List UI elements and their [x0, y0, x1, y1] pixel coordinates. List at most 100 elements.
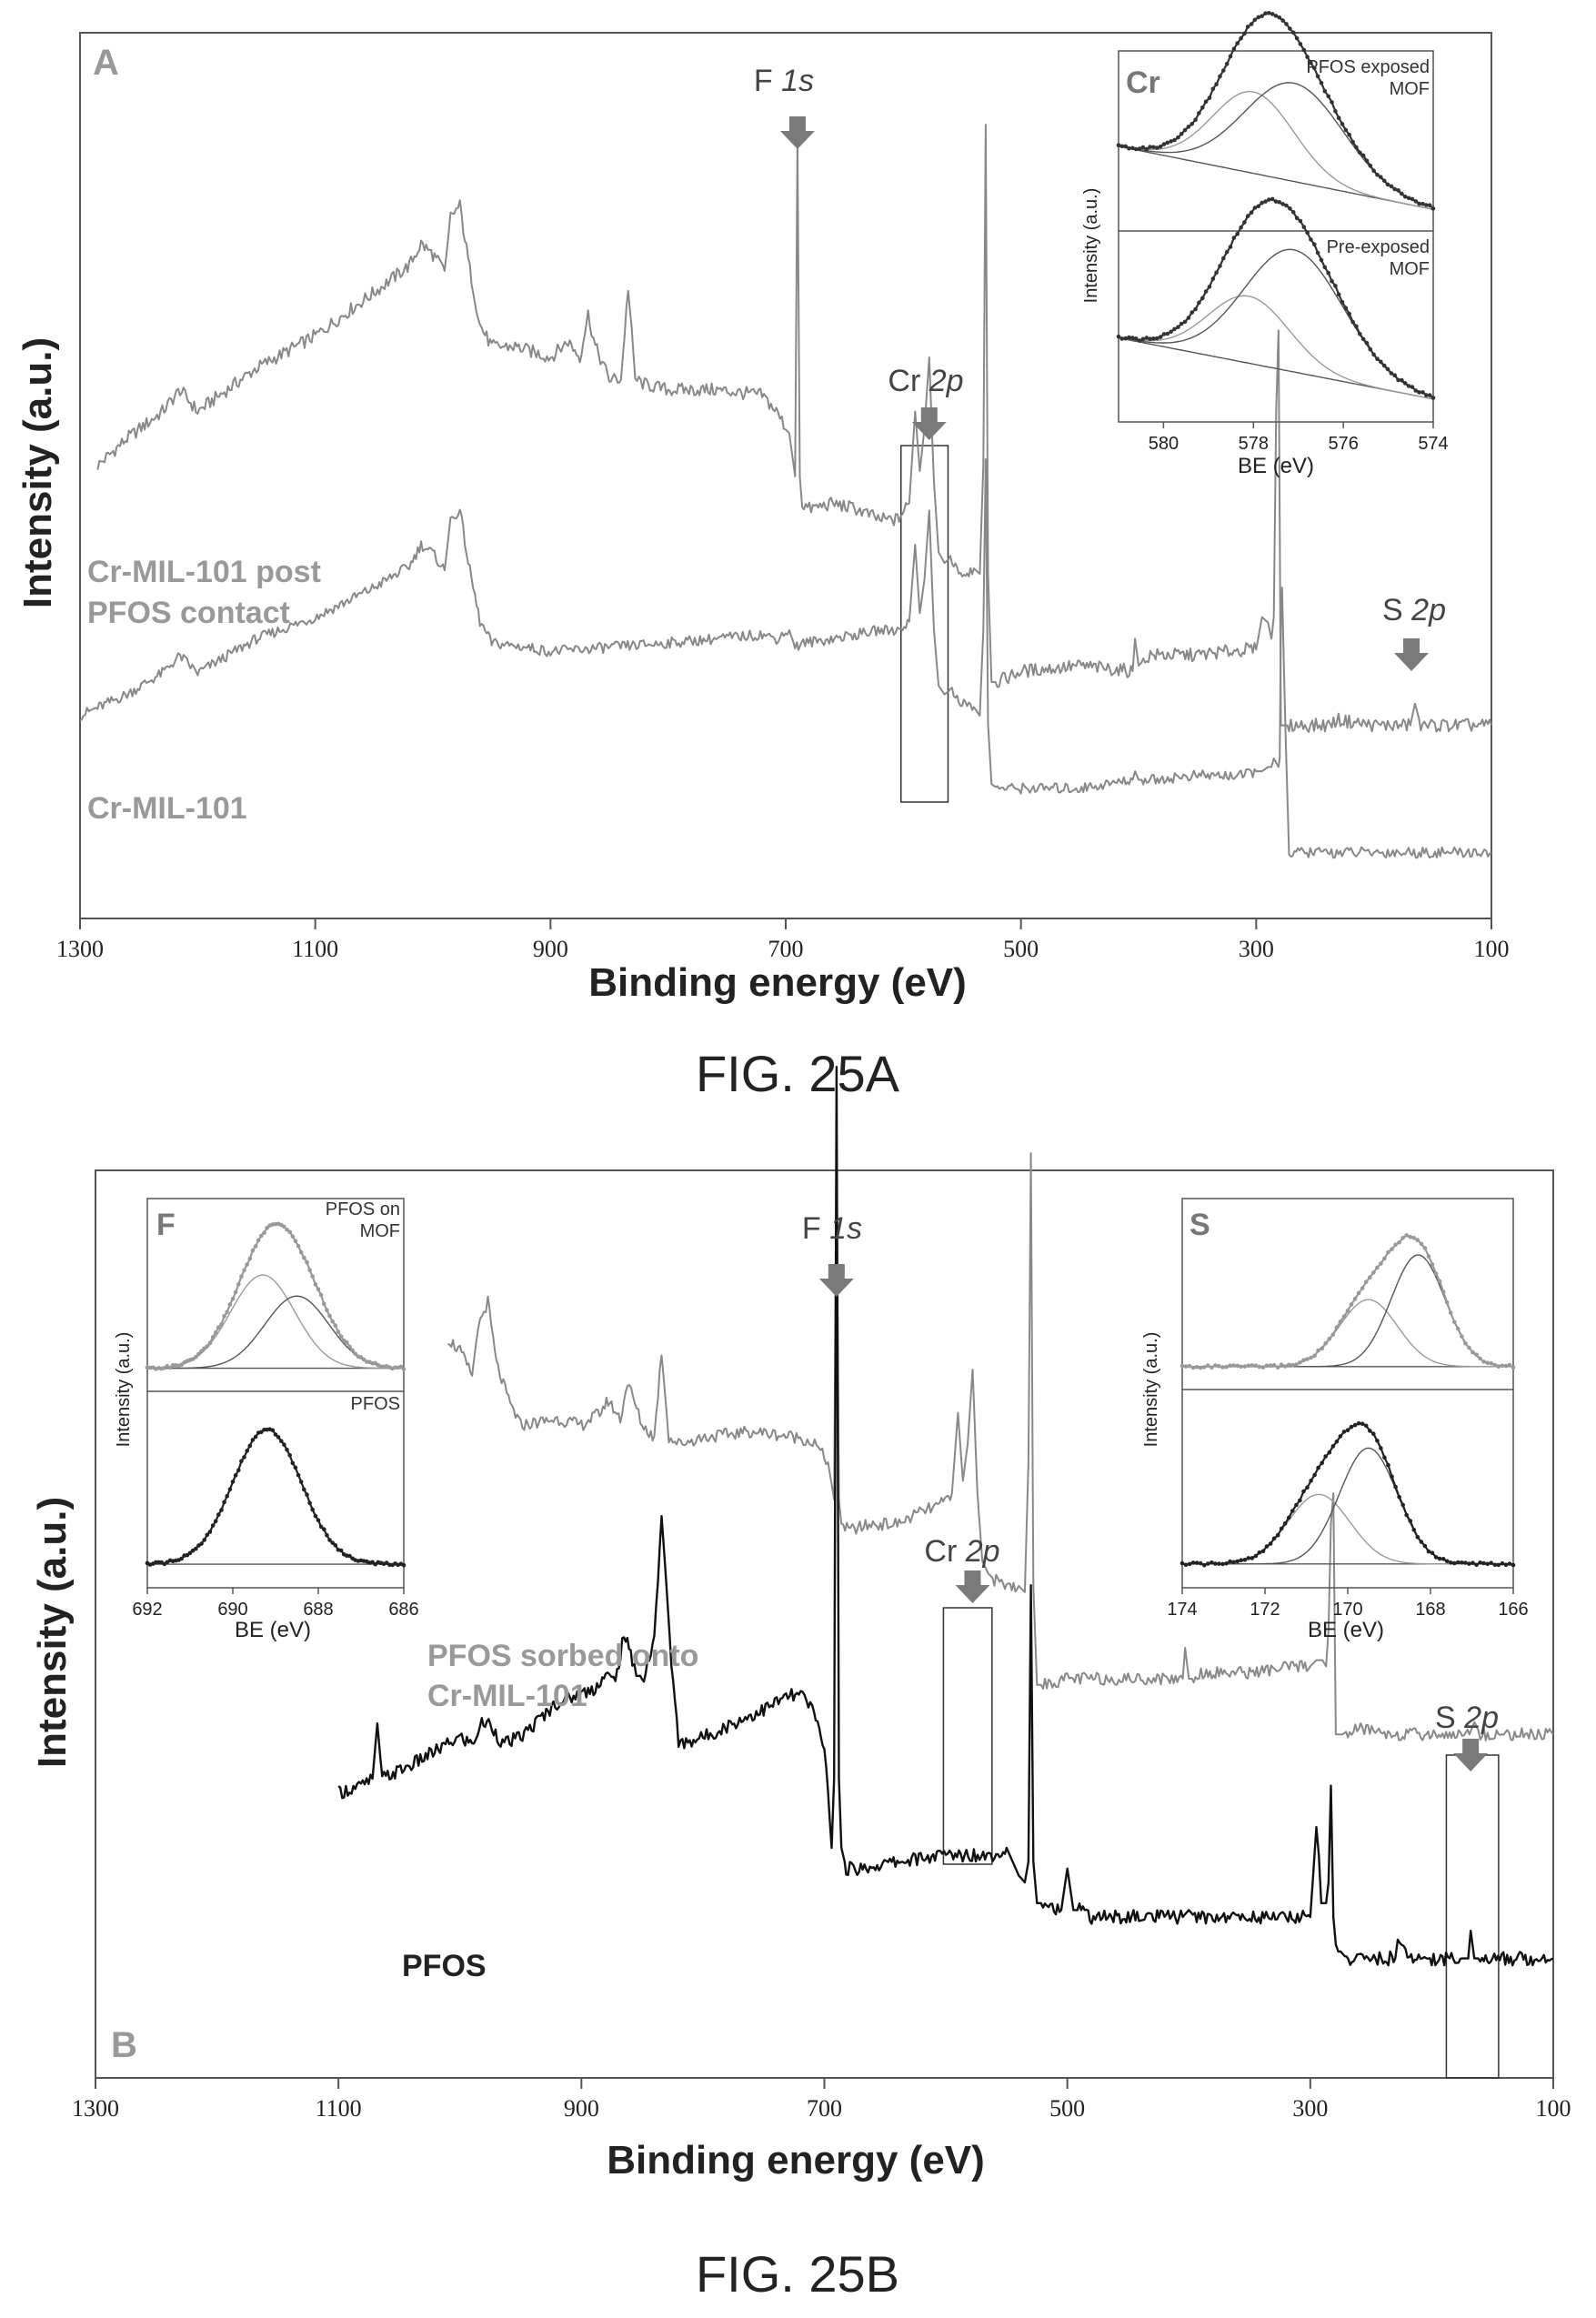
inset-x-tick-label-168: 168: [1415, 1600, 1445, 1620]
x-tick-label-700: 700: [768, 936, 804, 962]
f-inset-top-label-line1: PFOS on: [326, 1199, 400, 1219]
x-tick-label-1300: 1300: [72, 2095, 119, 2122]
s2p-arrow: [1453, 1739, 1489, 1771]
inset-envelope-0: [146, 1222, 405, 1370]
panel-b-x-ticks: 1300 1100 900 700 500 300 100: [72, 2078, 1571, 2122]
panel-b-f-inset: 692 690 688 686 F PFOS on MOF PFOS BE (eV) …: [114, 1198, 419, 1642]
panel-a-series: [79, 124, 1492, 859]
x-tick-label-100: 100: [1536, 2095, 1571, 2122]
x-tick-label-500: 500: [1003, 936, 1039, 962]
inset-envelope-0: [1118, 12, 1434, 210]
caption-fig-25b: FIG. 25B: [696, 2245, 899, 2303]
cr-inset-tag: Cr: [1126, 65, 1160, 100]
s-inset-y-axis-label: Intensity (a.u.): [1141, 1332, 1161, 1448]
panel-b-peak-label-s2p: S 2p: [1435, 1701, 1499, 1735]
x-tick-label-1300: 1300: [56, 936, 104, 962]
s-inset-tag: S: [1189, 1208, 1210, 1242]
inset-component-1-0: [1118, 295, 1434, 400]
f1s-arrow: [818, 1264, 854, 1297]
panel-a-y-axis-label: Intensity (a.u.): [15, 337, 60, 608]
cr-inset-top-label-line1: PFOS exposed: [1306, 57, 1430, 77]
inset-component-1-1: [1118, 248, 1434, 397]
cr-2p-region-box: [899, 445, 949, 803]
panel-b-x-axis-label: Binding energy (eV): [607, 2138, 985, 2183]
inset-x-tick-label-170: 170: [1332, 1600, 1362, 1620]
panel-a-series-label-post-line1: Cr-MIL-101 post: [87, 555, 321, 589]
cr-inset-plots: [1116, 11, 1436, 400]
panel-b-series-label-pfos: PFOS: [402, 1949, 487, 1983]
f-inset-frame: [146, 1198, 405, 1589]
inset-x-tick-label-576: 576: [1328, 434, 1358, 454]
panel-a-series-label-post-line2: PFOS contact: [87, 596, 290, 630]
series-line-pfos-sorbed-onto-cr-mil-101: [447, 1121, 1554, 1741]
inset-x-tick-label-688: 688: [303, 1600, 333, 1620]
cr-inset-bottom-label-line2: MOF: [1390, 259, 1430, 279]
inset-x-tick-label-172: 172: [1250, 1600, 1280, 1620]
x-tick-label-1100: 1100: [292, 936, 338, 962]
panel-b-y-axis-label: Intensity (a.u.): [30, 1497, 75, 1768]
f-inset-y-axis-label: Intensity (a.u.): [114, 1332, 134, 1448]
inset-component-1-0: [1182, 1493, 1513, 1565]
inset-x-tick-label-174: 174: [1167, 1600, 1197, 1620]
cr-inset-frame: [1118, 50, 1434, 423]
panel-b-series: [337, 1066, 1554, 1967]
panel-a-region-boxes: [899, 445, 949, 803]
panel-b-peak-label-cr2p: Cr 2p: [924, 1534, 999, 1569]
f-inset-top-label-line2: MOF: [360, 1221, 400, 1241]
inset-component-0-1: [147, 1295, 405, 1370]
inset-component-0-0: [1118, 90, 1434, 210]
s-inset-x-axis-label: BE (eV): [1308, 1618, 1384, 1642]
cr-inset-y-axis-label: Intensity (a.u.): [1081, 188, 1101, 304]
x-tick-label-300: 300: [1239, 936, 1274, 962]
inset-x-tick-label-686: 686: [388, 1600, 418, 1620]
cr2p-arrow: [911, 407, 947, 440]
panel-b-s-inset: 174 172 170 168 166 S BE (eV) Intensity (a.u…: [1141, 1198, 1529, 1642]
panel-b-region-boxes: [942, 1607, 1500, 2079]
panel-a-series-label-pristine: Cr-MIL-101: [87, 791, 247, 826]
s-inset-plots: [1179, 1233, 1516, 1568]
inset-x-tick-label-574: 574: [1418, 434, 1448, 454]
x-tick-label-900: 900: [564, 2095, 599, 2122]
panel-a-chart: 1300 1100 900 700 500 300 100 A Binding energy…: [15, 11, 1510, 1005]
s-2p-region-box: [1445, 1754, 1500, 2079]
inset-component-1-1: [1182, 1447, 1513, 1565]
inset-x-tick-label-166: 166: [1498, 1600, 1528, 1620]
s-inset-frame: [1181, 1198, 1514, 1589]
inset-x-tick-label-578: 578: [1239, 434, 1269, 454]
panel-b-peak-arrows: [818, 1264, 1489, 1771]
cr-inset-bottom-label-line1: Pre-exposed: [1327, 237, 1430, 257]
f-inset-x-ticks: 692 690 688 686: [132, 1588, 419, 1620]
f-inset-plots: [145, 1221, 407, 1568]
panel-b-series-label-sorbed-line2: Cr-MIL-101: [427, 1679, 587, 1713]
f-inset-x-axis-label: BE (eV): [235, 1618, 311, 1642]
cr-inset-x-ticks: 580 578 576 574: [1149, 422, 1449, 454]
panel-b-series-label-sorbed-line1: PFOS sorbed onto: [427, 1639, 698, 1673]
inset-component-0-0: [147, 1274, 404, 1370]
s-inset-x-ticks: 174 172 170 168 166: [1167, 1588, 1529, 1620]
x-tick-label-700: 700: [807, 2095, 842, 2122]
x-tick-label-300: 300: [1292, 2095, 1328, 2122]
panel-a-x-ticks: 1300 1100 900 700 500 300 100: [56, 918, 1510, 962]
inset-x-tick-label-692: 692: [132, 1600, 162, 1620]
x-tick-label-1100: 1100: [316, 2095, 362, 2122]
inset-envelope-0: [1181, 1234, 1514, 1370]
cr-inset-top-label-line2: MOF: [1390, 79, 1430, 99]
panel-a-peak-label-s2p: S 2p: [1382, 593, 1446, 627]
cr-inset-x-axis-label: BE (eV): [1238, 454, 1314, 478]
inset-x-tick-label-580: 580: [1149, 434, 1179, 454]
panel-a-peak-arrows: [779, 116, 1430, 671]
panel-b-label: B: [111, 2025, 137, 2065]
panel-a-cr-inset: 580 578 576 574 Cr PFOS exposed MOF Pre-exp…: [1081, 11, 1449, 478]
s2p-arrow: [1394, 638, 1430, 671]
f-inset-tag: F: [156, 1208, 176, 1242]
f1s-arrow: [779, 116, 815, 149]
inset-envelope-1: [146, 1428, 405, 1567]
inset-x-tick-label-690: 690: [217, 1600, 247, 1620]
inset-envelope-1: [1118, 197, 1434, 399]
cr-2p-region-box: [942, 1607, 993, 1865]
x-tick-label-500: 500: [1049, 2095, 1085, 2122]
panel-a-peak-label-cr2p: Cr 2p: [888, 364, 963, 398]
panel-b-peak-label-f1s: F 1s: [802, 1211, 862, 1246]
panel-a-label: A: [93, 43, 119, 83]
